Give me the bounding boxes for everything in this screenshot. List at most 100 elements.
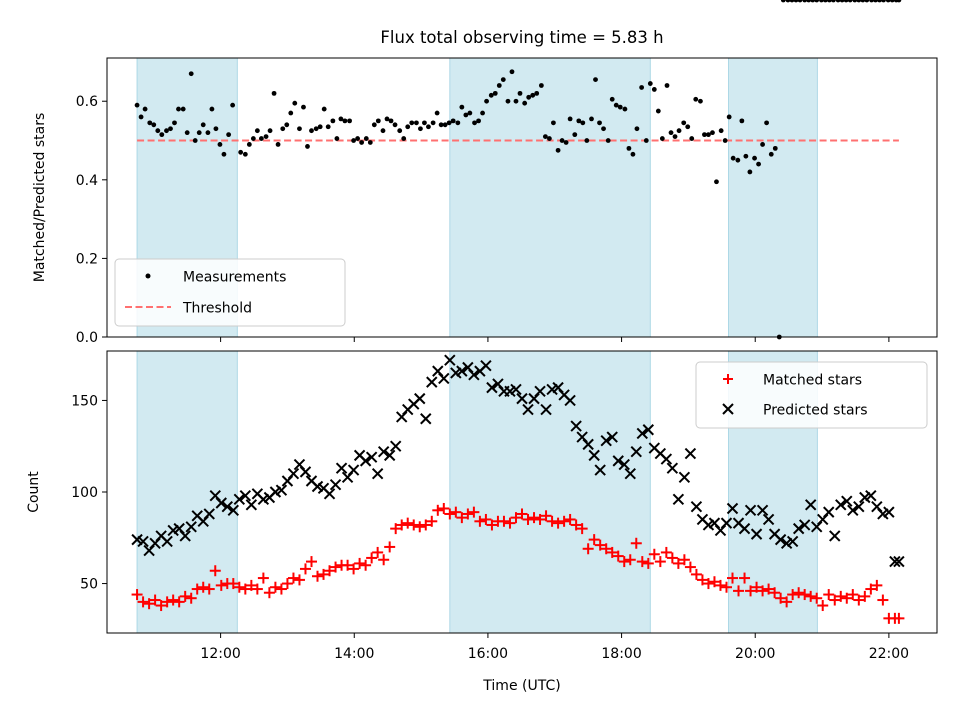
measurement-point xyxy=(856,0,862,3)
measurement-point xyxy=(484,98,489,104)
measurement-point xyxy=(831,0,836,3)
measurement-point xyxy=(517,90,523,96)
predicted-point xyxy=(588,449,600,462)
matched-point xyxy=(781,596,793,608)
matched-point xyxy=(757,585,769,597)
measurement-point xyxy=(463,112,469,118)
predicted-point xyxy=(426,376,438,388)
matched-point xyxy=(396,519,408,531)
measurement-point xyxy=(301,104,306,110)
measurement-point xyxy=(885,0,891,3)
measurement-point xyxy=(889,0,895,3)
matched-point xyxy=(305,556,317,568)
matched-point xyxy=(287,572,299,584)
matched-point xyxy=(167,594,179,606)
matched-point xyxy=(275,583,287,595)
measurement-point xyxy=(230,102,236,108)
matched-point xyxy=(179,590,191,602)
matched-point xyxy=(318,568,330,580)
matched-point xyxy=(841,592,853,604)
predicted-point xyxy=(227,504,240,517)
matched-point xyxy=(432,504,444,516)
predicted-point xyxy=(684,447,697,460)
measurement-point xyxy=(409,120,415,126)
measurement-point xyxy=(555,147,561,153)
measurement-point xyxy=(271,90,277,96)
predicted-point xyxy=(893,555,905,568)
measurement-point xyxy=(735,157,741,163)
matched-point xyxy=(330,561,342,573)
measurement-point xyxy=(676,128,682,134)
matched-point xyxy=(354,557,366,569)
measurement-point xyxy=(802,0,808,3)
y-tick-label: 150 xyxy=(71,393,98,409)
measurement-point xyxy=(213,126,219,132)
count-points xyxy=(131,354,905,624)
matched-point xyxy=(552,517,564,529)
measurement-point xyxy=(505,98,511,104)
predicted-point xyxy=(883,506,895,518)
measurement-point xyxy=(542,134,548,139)
predicted-point xyxy=(444,354,456,366)
measurement-point xyxy=(698,98,703,104)
measurement-point xyxy=(217,142,223,147)
measurement-point xyxy=(593,77,598,83)
measurement-point xyxy=(221,151,227,157)
observing-window-2 xyxy=(449,350,651,634)
ratio-y-axis-label: Matched/Predicted stars xyxy=(32,113,48,283)
matched-point xyxy=(678,554,690,566)
predicted-point xyxy=(847,504,859,517)
measurement-point xyxy=(375,118,381,124)
measurement-point xyxy=(693,96,699,102)
measurement-point xyxy=(526,94,532,100)
x-tick-label: 22:00 xyxy=(869,646,909,662)
measurement-point xyxy=(563,140,569,145)
predicted-point xyxy=(522,403,534,416)
matched-point xyxy=(660,546,672,558)
measurement-point xyxy=(530,92,536,98)
matched-point xyxy=(191,583,203,595)
predicted-point xyxy=(582,438,594,451)
measurement-point xyxy=(869,0,874,3)
measurement-point xyxy=(626,145,632,151)
measurement-point xyxy=(597,120,602,126)
matched-point xyxy=(137,596,149,608)
matched-point xyxy=(793,587,805,599)
predicted-point xyxy=(480,359,492,372)
measurement-point xyxy=(864,0,870,3)
measurement-point xyxy=(196,130,202,136)
measurements-legend-marker xyxy=(145,273,151,279)
measurement-point xyxy=(246,142,252,147)
predicted-point xyxy=(540,403,552,416)
matched-point xyxy=(630,537,642,549)
measurement-point xyxy=(752,155,757,161)
matched-point xyxy=(384,541,396,553)
measurement-point xyxy=(689,136,695,141)
measurement-point xyxy=(572,132,578,138)
measurement-point xyxy=(438,122,444,128)
matched-point xyxy=(606,546,618,558)
measurement-point xyxy=(488,92,494,98)
matched-point xyxy=(161,596,173,608)
matched-point xyxy=(787,589,799,601)
measurement-point xyxy=(147,120,153,126)
measurement-point xyxy=(839,0,845,3)
measurement-point xyxy=(589,116,594,122)
measurement-point xyxy=(325,124,331,130)
measurement-point xyxy=(138,114,144,120)
measurement-point xyxy=(254,128,260,134)
matched-point xyxy=(312,570,324,582)
measurement-point xyxy=(480,110,485,116)
measurement-point xyxy=(634,126,640,132)
measurement-point xyxy=(305,144,310,149)
measurement-point xyxy=(309,128,314,134)
predicted-point xyxy=(570,420,582,432)
measurement-point xyxy=(297,126,302,132)
measurement-point xyxy=(793,0,799,3)
matched-point xyxy=(444,508,456,520)
y-tick-label: 50 xyxy=(80,577,98,593)
measurements-legend-label: Measurements xyxy=(183,270,286,286)
predicted-point xyxy=(726,502,739,515)
measurement-point xyxy=(446,120,452,126)
predicted-legend-marker xyxy=(722,403,734,415)
